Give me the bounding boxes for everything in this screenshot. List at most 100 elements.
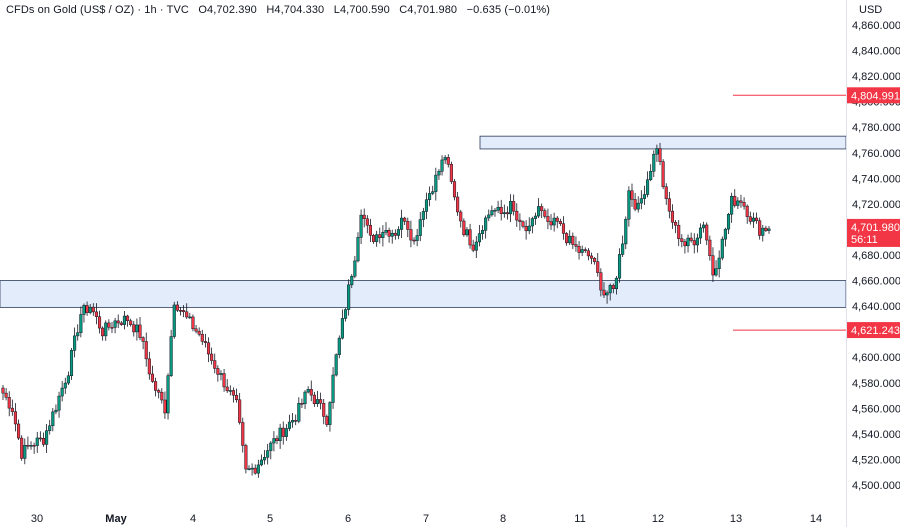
candle bbox=[319, 392, 323, 410]
candle-body bbox=[680, 238, 684, 242]
candle-body bbox=[104, 322, 108, 337]
candle-body bbox=[577, 245, 581, 253]
candle bbox=[51, 408, 55, 432]
candle-body bbox=[334, 354, 338, 376]
candle-body bbox=[79, 314, 83, 333]
x-tick-label: 13 bbox=[730, 513, 742, 525]
candle bbox=[23, 438, 27, 465]
candle bbox=[415, 228, 419, 247]
candle-body bbox=[456, 196, 460, 213]
y-tick-label: 4,780.000 bbox=[852, 122, 900, 134]
candle bbox=[312, 391, 316, 407]
price-label-box bbox=[847, 322, 900, 339]
candle-body bbox=[163, 399, 167, 414]
zones bbox=[0, 135, 847, 308]
candle bbox=[764, 225, 768, 233]
candle-body bbox=[652, 153, 656, 172]
candle bbox=[241, 417, 245, 453]
candle-body bbox=[477, 233, 481, 243]
candle bbox=[334, 353, 338, 377]
candle bbox=[661, 159, 665, 190]
candle bbox=[26, 436, 30, 450]
candle bbox=[113, 317, 117, 334]
candle bbox=[509, 194, 513, 223]
y-tick-label: 4,520.000 bbox=[852, 454, 900, 466]
candle bbox=[284, 424, 288, 441]
ohlc-change: −0.635 (−0.01%) bbox=[466, 4, 551, 16]
candle-body bbox=[138, 324, 142, 338]
candle bbox=[745, 204, 749, 224]
candle bbox=[677, 220, 681, 247]
candle-body bbox=[658, 148, 662, 162]
candle-body bbox=[63, 382, 67, 389]
candle bbox=[754, 212, 759, 224]
candle bbox=[493, 207, 497, 217]
y-tick-label: 4,820.000 bbox=[852, 71, 900, 83]
candle-body bbox=[135, 324, 139, 333]
currency-label[interactable]: USD bbox=[859, 4, 883, 16]
candle bbox=[502, 204, 506, 218]
candle bbox=[533, 212, 538, 225]
candle bbox=[359, 209, 363, 245]
candle-body bbox=[720, 238, 724, 259]
candle bbox=[266, 443, 270, 465]
candle bbox=[278, 423, 282, 449]
candle bbox=[194, 324, 198, 334]
candle-body bbox=[325, 416, 329, 425]
candle-body bbox=[468, 229, 472, 246]
candle-body bbox=[446, 157, 450, 165]
candle bbox=[315, 390, 320, 407]
candle bbox=[471, 239, 475, 253]
candle bbox=[150, 365, 155, 383]
candle bbox=[568, 230, 572, 246]
ohlc-close: C4,701.980 bbox=[399, 4, 458, 16]
candle bbox=[428, 186, 432, 207]
candle-body bbox=[17, 423, 21, 439]
y-tick-label: 4,500.000 bbox=[852, 480, 900, 492]
y-tick-label: 4,660.000 bbox=[852, 276, 900, 288]
candle-body bbox=[674, 222, 678, 226]
candle bbox=[468, 223, 472, 249]
candle bbox=[633, 192, 637, 212]
candle bbox=[238, 392, 242, 425]
candle-body bbox=[608, 285, 612, 294]
candle-body bbox=[698, 227, 703, 239]
candle bbox=[144, 332, 148, 367]
candle bbox=[210, 347, 214, 365]
symbol-header: CFDs on Gold (US$ / OZ) · 1h · TVC O4,70… bbox=[6, 4, 551, 16]
candle-body bbox=[480, 230, 485, 234]
candle bbox=[169, 329, 173, 378]
candle-body bbox=[337, 337, 341, 355]
interval[interactable]: 1h bbox=[144, 4, 157, 16]
candle bbox=[630, 183, 634, 207]
candle-body bbox=[605, 292, 609, 296]
candle-body bbox=[692, 240, 696, 246]
candle bbox=[250, 463, 254, 476]
candle-body bbox=[343, 309, 348, 319]
candle-body bbox=[347, 284, 351, 310]
candle-body bbox=[493, 209, 497, 212]
candle-body bbox=[748, 216, 752, 222]
candle bbox=[484, 215, 488, 239]
candle bbox=[515, 203, 519, 227]
candle bbox=[322, 398, 326, 425]
candle-body bbox=[48, 425, 52, 431]
candle bbox=[129, 318, 133, 327]
candle-body bbox=[66, 375, 70, 384]
symbol-name[interactable]: CFDs on Gold (US$ / OZ) bbox=[6, 4, 135, 16]
candle-body bbox=[565, 233, 569, 244]
candle-body bbox=[371, 235, 376, 242]
candle bbox=[104, 320, 108, 341]
candle-body bbox=[646, 179, 650, 195]
y-tick-label: 4,860.000 bbox=[852, 20, 900, 32]
candle-body bbox=[300, 403, 304, 405]
candle bbox=[135, 318, 139, 341]
candle bbox=[608, 283, 612, 301]
candle-body bbox=[614, 277, 618, 289]
candle bbox=[206, 337, 211, 363]
candle-body bbox=[589, 255, 594, 259]
candle bbox=[222, 368, 226, 392]
candle bbox=[767, 225, 771, 234]
candle bbox=[88, 303, 92, 315]
